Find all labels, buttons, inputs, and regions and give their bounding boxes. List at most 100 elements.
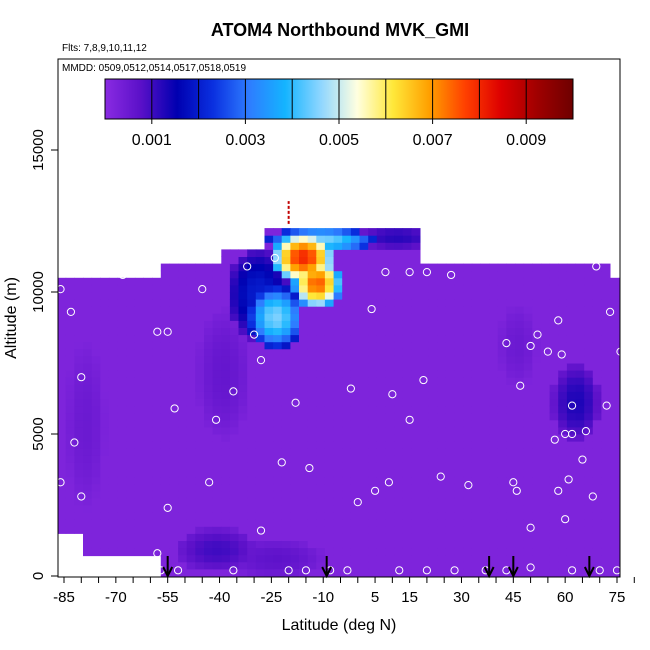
heatmap-cell [471,334,481,343]
heatmap-cell [376,405,386,414]
heatmap-cell [541,561,551,570]
heatmap-cell [247,419,257,428]
heatmap-cell [368,292,378,300]
heatmap-cell [402,256,412,265]
heatmap-cell [394,242,404,250]
heatmap-cell [186,469,196,478]
heatmap-cell [65,320,75,328]
heatmap-cell [411,270,421,279]
heatmap-cell [601,370,611,378]
heatmap-cell [160,512,170,520]
heatmap-cell [83,391,93,399]
heatmap-cell [160,455,170,463]
heatmap-cell [394,270,404,279]
heatmap-cell [204,561,214,570]
heatmap-cell [480,284,490,293]
heatmap-cell [359,505,369,513]
heatmap-cell [316,270,326,279]
heatmap-cell [437,292,447,300]
heatmap-cell [610,341,620,350]
heatmap-cell [437,327,447,336]
heatmap-cell [601,526,611,534]
heatmap-cell [420,448,430,456]
heatmap-cell [549,320,559,328]
heatmap-cell [489,405,499,414]
heatmap-cell [307,426,317,435]
heatmap-cell [636,455,645,463]
heatmap-cell [126,292,136,300]
observation-point [205,478,214,487]
heatmap-cell [126,519,136,527]
heatmap-cell [108,355,118,364]
heatmap-cell [307,469,317,478]
heatmap-cell [126,384,136,392]
heatmap-cell [394,313,404,321]
heatmap-cell [420,284,430,293]
observation-point [595,566,604,575]
heatmap-cell [195,292,205,300]
heatmap-cell [618,334,620,343]
heatmap-cell [566,363,576,371]
heatmap-cell [437,554,447,563]
heatmap-cell [558,476,568,485]
heatmap-cell [238,370,248,378]
heatmap-cell [342,561,352,570]
heatmap-cell [376,292,386,300]
heatmap-cell [238,405,248,414]
heatmap-cell [91,490,101,499]
heatmap-cell [411,284,421,293]
heatmap-cell [489,448,499,456]
heatmap-cell [584,398,594,407]
heatmap-cell [299,505,309,513]
heatmap-cell [592,455,602,463]
heatmap-cell [592,441,602,449]
heatmap-cell [108,483,118,492]
heatmap-cell [316,490,326,499]
heatmap-cell [212,455,222,463]
heatmap-cell [394,299,404,307]
heatmap-cell [350,512,360,520]
heatmap-cell [316,512,326,520]
heatmap-cell [160,334,170,343]
heatmap-cell [541,568,551,577]
heatmap-cell [636,569,645,577]
heatmap-cell [480,370,490,378]
heatmap-cell [143,363,153,371]
heatmap-cell [204,455,214,463]
heatmap-cell [549,426,559,435]
heatmap-cell [186,348,196,357]
heatmap-cell [541,341,551,350]
heatmap-cell [91,526,101,534]
heatmap-cell [480,426,490,435]
heatmap-cell [307,299,317,307]
heatmap-cell [385,363,395,371]
heatmap-cell [575,284,585,293]
heatmap-cell [58,320,67,328]
heatmap-cell [428,476,438,485]
heatmap-cell [186,483,196,492]
heatmap-cell [385,377,395,385]
heatmap-cell [532,363,542,371]
heatmap-cell [281,228,291,236]
heatmap-cell [134,299,144,307]
heatmap-cell [471,412,481,421]
heatmap-cell [195,313,205,321]
heatmap-cell [420,370,430,378]
heatmap-cell [636,320,645,328]
heatmap-cell [584,448,594,456]
heatmap-cell [281,284,291,293]
heatmap-cell [333,284,343,293]
heatmap-cell [454,462,464,470]
heatmap-cell [445,313,455,321]
heatmap-cell [65,384,75,392]
heatmap-cell [195,263,205,272]
heatmap-cell [541,512,551,520]
heatmap-cell [515,377,525,385]
heatmap-cell [290,519,300,527]
heatmap-cell [402,540,412,549]
heatmap-cell [255,455,265,463]
heatmap-cell [445,434,455,442]
heatmap-cell [290,370,300,378]
heatmap-cell [186,441,196,449]
heatmap-cell [178,505,188,513]
